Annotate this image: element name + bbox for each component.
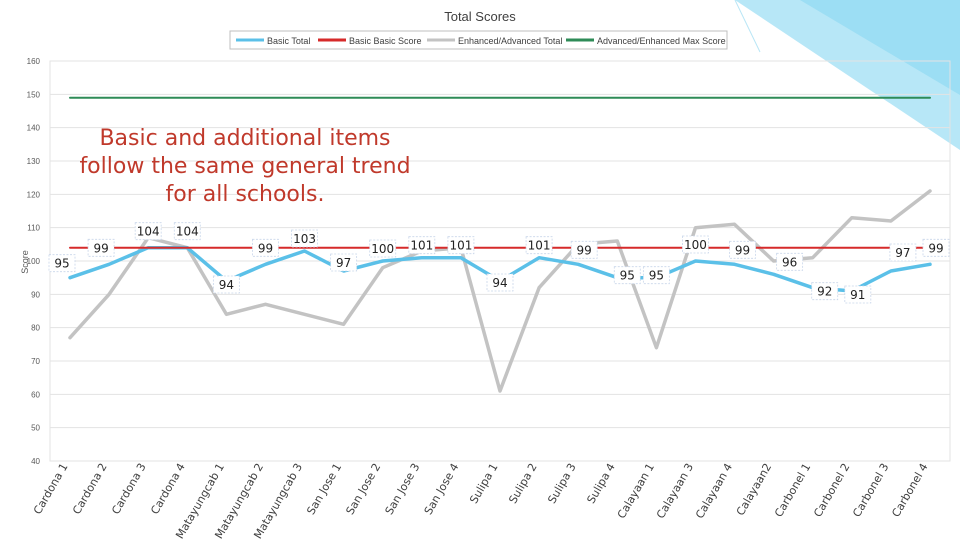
data-label-box — [134, 222, 162, 241]
data-label-box — [729, 240, 756, 259]
data-labels: 95 99 104 104 94 99 103 97 100 101 101 94 101 99 95 95 1… — [48, 126, 950, 304]
x-tick-label: Calayaan2 — [734, 461, 774, 518]
data-label: 95 — [620, 269, 635, 283]
x-tick-label: Calayaan 3 — [654, 461, 696, 521]
chart-title: Total Scores — [444, 9, 516, 24]
x-tick-label: San Jose 4 — [422, 461, 462, 517]
y-tick-label: 50 — [31, 424, 40, 433]
data-label-box — [682, 235, 709, 254]
x-tick-label: Sulipa 4 — [584, 461, 617, 506]
x-tick-label: San Jose 1 — [304, 461, 344, 517]
data-label: 94 — [219, 278, 234, 292]
data-label-box — [48, 254, 76, 273]
data-label-box — [173, 222, 201, 241]
x-tick-label: San Jose 2 — [343, 461, 383, 517]
x-tick-label: Sulipa 2 — [506, 461, 539, 506]
data-label-box — [212, 275, 240, 294]
data-label-box — [87, 238, 115, 257]
data-label: 104 — [176, 225, 199, 239]
data-label: 96 — [782, 255, 797, 269]
y-tick-label: 40 — [31, 457, 40, 466]
legend-label: Basic Total — [267, 36, 310, 46]
y-tick-label: 110 — [27, 224, 40, 233]
data-label-box — [447, 236, 475, 255]
y-tick-label: 120 — [27, 190, 41, 199]
data-label: 103 — [293, 232, 316, 246]
data-label: 99 — [577, 243, 592, 257]
legend-box — [229, 30, 728, 50]
corner-decoration-line — [734, 0, 761, 53]
data-label-box — [642, 266, 670, 285]
y-tick-label: 160 — [27, 57, 41, 66]
data-label-box — [889, 243, 917, 262]
data-label: 104 — [137, 225, 160, 239]
data-label-box — [252, 238, 279, 257]
data-label: 95 — [649, 269, 664, 283]
data-label-box — [776, 252, 804, 271]
slide-decoration — [734, 0, 960, 150]
y-tick-label: 140 — [27, 124, 41, 133]
legend-label: Enhanced/Advanced Total — [458, 36, 562, 46]
x-axis-ticks: Cardona 1 Cardona 2 Cardona 3 Cardona 4Mata… — [31, 461, 931, 540]
y-tick-label: 130 — [27, 157, 41, 166]
data-label: 99 — [93, 241, 108, 255]
data-label: 95 — [54, 257, 69, 271]
corner-decoration-2 — [800, 0, 960, 95]
annotation-text-line: follow the same general trend — [79, 154, 410, 179]
x-tick-label: Sulipa 3 — [545, 461, 578, 506]
x-tick-label: Sulipa 1 — [467, 461, 500, 506]
y-tick-label: 80 — [31, 324, 40, 333]
annotation-text-line: for all schools. — [166, 182, 325, 207]
data-label: 99 — [735, 243, 750, 257]
data-label: 97 — [895, 246, 910, 260]
data-label: 101 — [449, 239, 472, 253]
x-tick-label: Cardona 3 — [109, 461, 149, 517]
data-label-box — [369, 239, 397, 258]
data-label-box — [613, 266, 641, 285]
x-tick-label: Cardona 4 — [148, 461, 188, 517]
data-label: 100 — [684, 238, 707, 252]
legend-label: Basic Basic Score — [349, 36, 422, 46]
data-label: 91 — [850, 288, 865, 302]
x-tick-label: Cardona 2 — [70, 461, 110, 517]
data-label-box — [844, 285, 872, 304]
y-axis-ticks: 40 50 60 70 80 90 100 110 120 130 140 150 160 — [27, 57, 41, 466]
data-label: 94 — [492, 276, 507, 290]
data-label: 92 — [817, 285, 832, 299]
x-tick-label: Carbonel 4 — [889, 461, 930, 519]
y-tick-label: 90 — [31, 290, 40, 299]
x-tick-label: Calayaan 1 — [615, 461, 657, 521]
data-label-box — [330, 253, 358, 272]
data-label: 99 — [258, 241, 273, 255]
y-tick-label: 60 — [31, 390, 40, 399]
y-tick-label: 100 — [27, 257, 41, 266]
data-label-box — [811, 282, 839, 301]
y-tick-label: 150 — [27, 90, 41, 99]
x-tick-label: Carbonel 1 — [772, 461, 813, 519]
y-axis-label: Score — [20, 250, 30, 274]
data-label-box — [486, 273, 514, 292]
data-label: 100 — [371, 242, 394, 256]
data-label-box — [570, 240, 598, 259]
x-tick-label: San Jose 3 — [383, 461, 423, 517]
x-tick-label: Carbonel 3 — [850, 461, 891, 519]
data-label: 101 — [410, 239, 433, 253]
data-label-box — [525, 236, 553, 255]
y-tick-label: 70 — [31, 357, 40, 366]
annotation-text-line: Basic and additional items — [99, 126, 390, 151]
x-tick-label: Cardona 1 — [31, 461, 71, 517]
data-label-box — [408, 236, 436, 255]
legend-label: Advanced/Enhanced Max Score — [597, 36, 726, 46]
data-label: 99 — [928, 241, 943, 255]
data-label-box — [291, 229, 318, 248]
data-label-box — [922, 238, 950, 257]
legend: Basic Total Basic Basic Score Enhanced/Adv… — [229, 30, 728, 50]
data-label: 97 — [336, 256, 351, 270]
data-label: 101 — [528, 239, 551, 253]
grid-lines — [49, 60, 951, 462]
x-tick-label: Calayaan 4 — [693, 461, 735, 521]
x-tick-label: Carbonel 2 — [811, 461, 852, 519]
corner-decoration-1 — [735, 0, 960, 150]
